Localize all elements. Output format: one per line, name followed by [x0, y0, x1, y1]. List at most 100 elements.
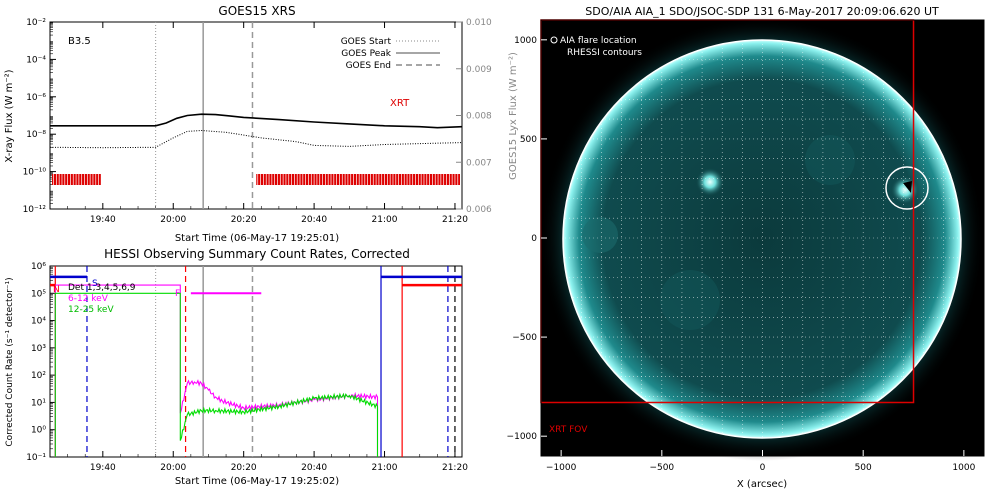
goes-x-ticks: 19:40 20:00 20:20 20:40 21:00 21:20 [67, 22, 468, 225]
hessi-flag-n: N [53, 285, 60, 295]
hessi-legend: Det 1,3,4,5,6,9 6-12 keV 12-25 keV [68, 283, 136, 315]
aia-legend: AIA flare location RHESSI contours [550, 36, 642, 58]
goes-y-tick-label: 10⁻⁸ [26, 130, 46, 140]
hessi-legend-det: Det 1,3,4,5,6,9 [68, 283, 136, 293]
goes-x-tick-label: 20:20 [231, 215, 257, 225]
goes-y-tick-label: 10⁻² [26, 18, 46, 28]
aia-flare-location-circle [885, 166, 929, 210]
hessi-y-tick-label: 10⁰ [31, 426, 46, 436]
aia-x-tick-label: −1000 [546, 463, 577, 473]
aia-x-tick-label: 500 [855, 463, 872, 473]
hessi-x-axis-label: Start Time (06-May-17 19:25:02) [175, 476, 339, 487]
goes-xrt-bar [52, 174, 101, 185]
goes-y2-tick-label: 0.006 [466, 205, 492, 215]
goes-title: GOES15 XRS [218, 4, 295, 18]
goes-x-axis-label: Start Time (06-May-17 19:25:01) [175, 233, 339, 244]
hessi-x-tick-label: 19:40 [90, 463, 116, 473]
hessi-y-tick-label: 10⁵ [31, 289, 46, 299]
goes-y-tick-label: 10⁻⁶ [26, 93, 46, 103]
hessi-x-ticks: 19:40 20:00 20:20 20:40 21:00 21:20 [67, 451, 468, 473]
aia-limb-circle [562, 39, 962, 439]
goes-panel: GOES15 XRS 10⁻¹² 10⁻¹⁰ 10⁻⁸ 10⁻⁶ 10⁻⁴ 10⁻² 0.… [4, 4, 519, 244]
hessi-y-tick-label: 10¹ [31, 398, 46, 408]
goes-y-tick-label: 10⁻¹⁰ [23, 168, 47, 178]
goes-y2-ticks: 0.006 0.007 0.008 0.009 0.010 [456, 18, 492, 215]
aia-legend-contours: RHESSI contours [567, 48, 642, 58]
hessi-x-tick-label: 21:20 [442, 463, 468, 473]
goes-event-lines [155, 22, 254, 209]
aia-legend-flare: AIA flare location [560, 36, 637, 46]
hessi-y-ticks: 10⁻¹ 10⁰ 10¹ 10² 10³ 10⁴ 10⁵ 10⁶ [26, 262, 56, 463]
aia-title: SDO/AIA AIA_1 SDO/JSOC-SDP 131 6-May-201… [585, 5, 939, 18]
goes-legend-end: GOES End [346, 61, 391, 71]
goes-short-channel-line [49, 129, 463, 149]
aia-bright-patch [660, 270, 720, 330]
aia-flare-kernel [891, 176, 919, 204]
goes-legend: GOES Start GOES Peak GOES End [341, 37, 440, 71]
aia-y-tick-label: 500 [520, 135, 537, 145]
hessi-y-tick-label: 10³ [31, 344, 46, 354]
hessi-y-axis-label: Corrected Count Rate (s⁻¹ detector⁻¹) [5, 277, 15, 446]
hessi-legend-6-12: 6-12 keV [68, 294, 109, 304]
hessi-plot-frame [49, 265, 463, 458]
aia-legend-circle-icon [550, 36, 558, 44]
hessi-x-tick-label: 20:20 [231, 463, 257, 473]
hessi-title: HESSI Observing Summary Count Rates, Cor… [104, 247, 410, 261]
goes-y-ticks: 10⁻¹² 10⁻¹⁰ 10⁻⁸ 10⁻⁶ 10⁻⁴ 10⁻² [23, 18, 56, 215]
goes-y-tick-label: 10⁻⁴ [26, 55, 46, 65]
hessi-y-tick-label: 10⁶ [31, 262, 46, 272]
aia-x-tick-label: 1000 [952, 463, 975, 473]
goes-xrt-coverage [52, 174, 461, 185]
hessi-x-tick-label: 21:00 [372, 463, 398, 473]
goes-x-tick-label: 21:00 [372, 215, 398, 225]
aia-y-ticks: −1000 −500 0 500 1000 [507, 36, 547, 442]
hessi-series [54, 284, 379, 457]
aia-y-tick-label: 0 [531, 234, 537, 244]
goes-y2-tick-label: 0.009 [466, 65, 492, 75]
hessi-legend-12-25: 12-25 keV [68, 305, 114, 315]
goes-xrt-label: XRT [390, 98, 410, 109]
aia-x-ticks: −1000 −500 0 500 1000 [546, 450, 976, 473]
aia-solar-disk [563, 40, 961, 438]
hessi-flag-s: S [92, 279, 98, 289]
goes-x-tick-label: 21:20 [442, 215, 468, 225]
goes-y2-tick-label: 0.007 [466, 158, 492, 168]
hessi-event-lines [155, 266, 254, 457]
hessi-flag-f: F [175, 289, 180, 299]
aia-panel: SDO/AIA AIA_1 SDO/JSOC-SDP 131 6-May-201… [507, 0, 1000, 500]
goes-legend-peak: GOES Peak [341, 49, 391, 59]
goes-xrt-bar [256, 174, 460, 185]
goes-x-tick-label: 20:00 [160, 215, 186, 225]
goes-y2-axis-label: GOES15 Lyx Flux (W m⁻²) [508, 52, 519, 180]
aia-x-tick-label: 0 [760, 463, 766, 473]
aia-y-tick-label: −1000 [507, 432, 538, 442]
hessi-y-tick-label: 10⁴ [31, 317, 46, 327]
aia-bright-patch [582, 217, 618, 253]
hessi-x-tick-label: 20:00 [160, 463, 186, 473]
aia-xrt-fov-label: XRT FOV [549, 425, 588, 435]
goes-y-axis-label: X-ray Flux (W m⁻²) [4, 69, 15, 162]
goes-class-label: B3.5 [68, 36, 91, 47]
goes-long-channel-line [50, 113, 463, 129]
goes-x-tick-label: 20:40 [301, 215, 327, 225]
goes-legend-start: GOES Start [341, 37, 392, 47]
goes-x-tick-label: 19:40 [90, 215, 116, 225]
hessi-12-25-kev-line [54, 292, 379, 457]
aia-x-axis-label: X (arcsec) [737, 479, 787, 490]
aia-y-tick-label: −500 [512, 333, 537, 343]
hessi-y-tick-label: 10² [31, 371, 46, 381]
goes-series [49, 113, 463, 149]
hessi-flag-bars [50, 275, 462, 295]
hessi-panel: HESSI Observing Summary Count Rates, Cor… [5, 247, 468, 487]
aia-y-tick-label: 1000 [514, 36, 537, 46]
aia-bright-patch [805, 135, 855, 185]
goes-y2-tick-label: 0.008 [466, 112, 492, 122]
goes-y2-tick-label: 0.010 [466, 18, 492, 28]
goes-y-tick-label: 10⁻¹² [23, 205, 47, 215]
aia-rhessi-contour [903, 181, 912, 193]
aia-active-region [696, 168, 724, 196]
hessi-y-tick-label: 10⁻¹ [26, 453, 46, 463]
hessi-attenuator-lines [54, 266, 456, 457]
